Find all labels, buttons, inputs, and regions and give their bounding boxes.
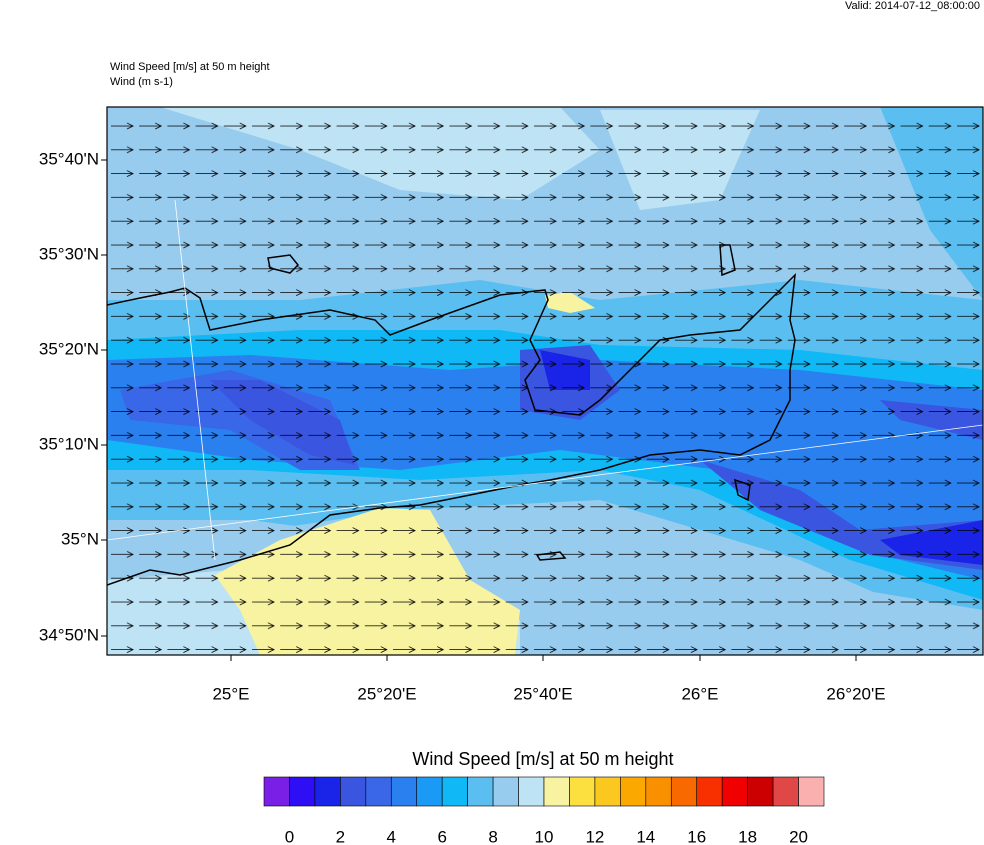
colorbar-label: 10 [535,827,554,845]
lon-label: 26°20'E [826,684,885,703]
colorbar-box [365,776,392,807]
colorbar-box [467,776,494,807]
colorbar-label: 14 [636,827,655,845]
colorbar-box [569,776,596,807]
colorbar-label: 4 [387,827,396,845]
colorbar-box [314,776,341,807]
colorbar-box [594,776,621,807]
lat-label: 35°30'N [39,244,99,263]
colorbar-box [620,776,647,807]
colorbar-label: 2 [336,827,345,845]
lat-label: 35°20'N [39,339,99,358]
lat-label: 35°10'N [39,434,99,453]
lon-label: 25°E [212,684,249,703]
colorbar-box [289,776,316,807]
colorbar-box [263,776,290,807]
colorbar-box [772,776,799,807]
lat-label: 34°50'N [39,625,99,644]
colorbar-box [645,776,672,807]
colorbar-box [340,776,367,807]
colorbar-title: Wind Speed [m/s] at 50 m height [412,749,673,769]
lon-label: 25°40'E [513,684,572,703]
colorbar-label: 18 [738,827,757,845]
colorbar-box [390,776,418,807]
colorbar-box [543,776,570,807]
colorbar-box [721,776,748,807]
field-title: Wind Speed [m/s] at 50 m height [110,61,270,73]
lat-label: 35°40'N [39,149,99,168]
lon-label: 25°20'E [357,684,416,703]
colorbar-box [492,776,519,807]
colorbar-box [416,776,443,807]
lon-label: 26°E [681,684,718,703]
colorbar-box [670,776,698,807]
map-frame [106,106,984,656]
colorbar-label: 20 [789,827,808,845]
vector-title: Wind (m s-1) [110,76,173,88]
colorbar-label: 0 [285,827,294,845]
colorbar-label: 8 [488,827,497,845]
lat-label: 35°N [61,529,99,548]
valid-time: Valid: 2014-07-12_08:00:00 [845,0,980,12]
colorbar-label: 16 [687,827,706,845]
colorbar-box [798,776,825,807]
colorbar-box [696,776,723,807]
colorbar-label: 12 [585,827,604,845]
colorbar-box [747,776,774,807]
colorbar-label: 6 [437,827,446,845]
colorbar-box [441,776,468,807]
map-field [107,107,983,655]
colorbar-box [518,776,545,807]
